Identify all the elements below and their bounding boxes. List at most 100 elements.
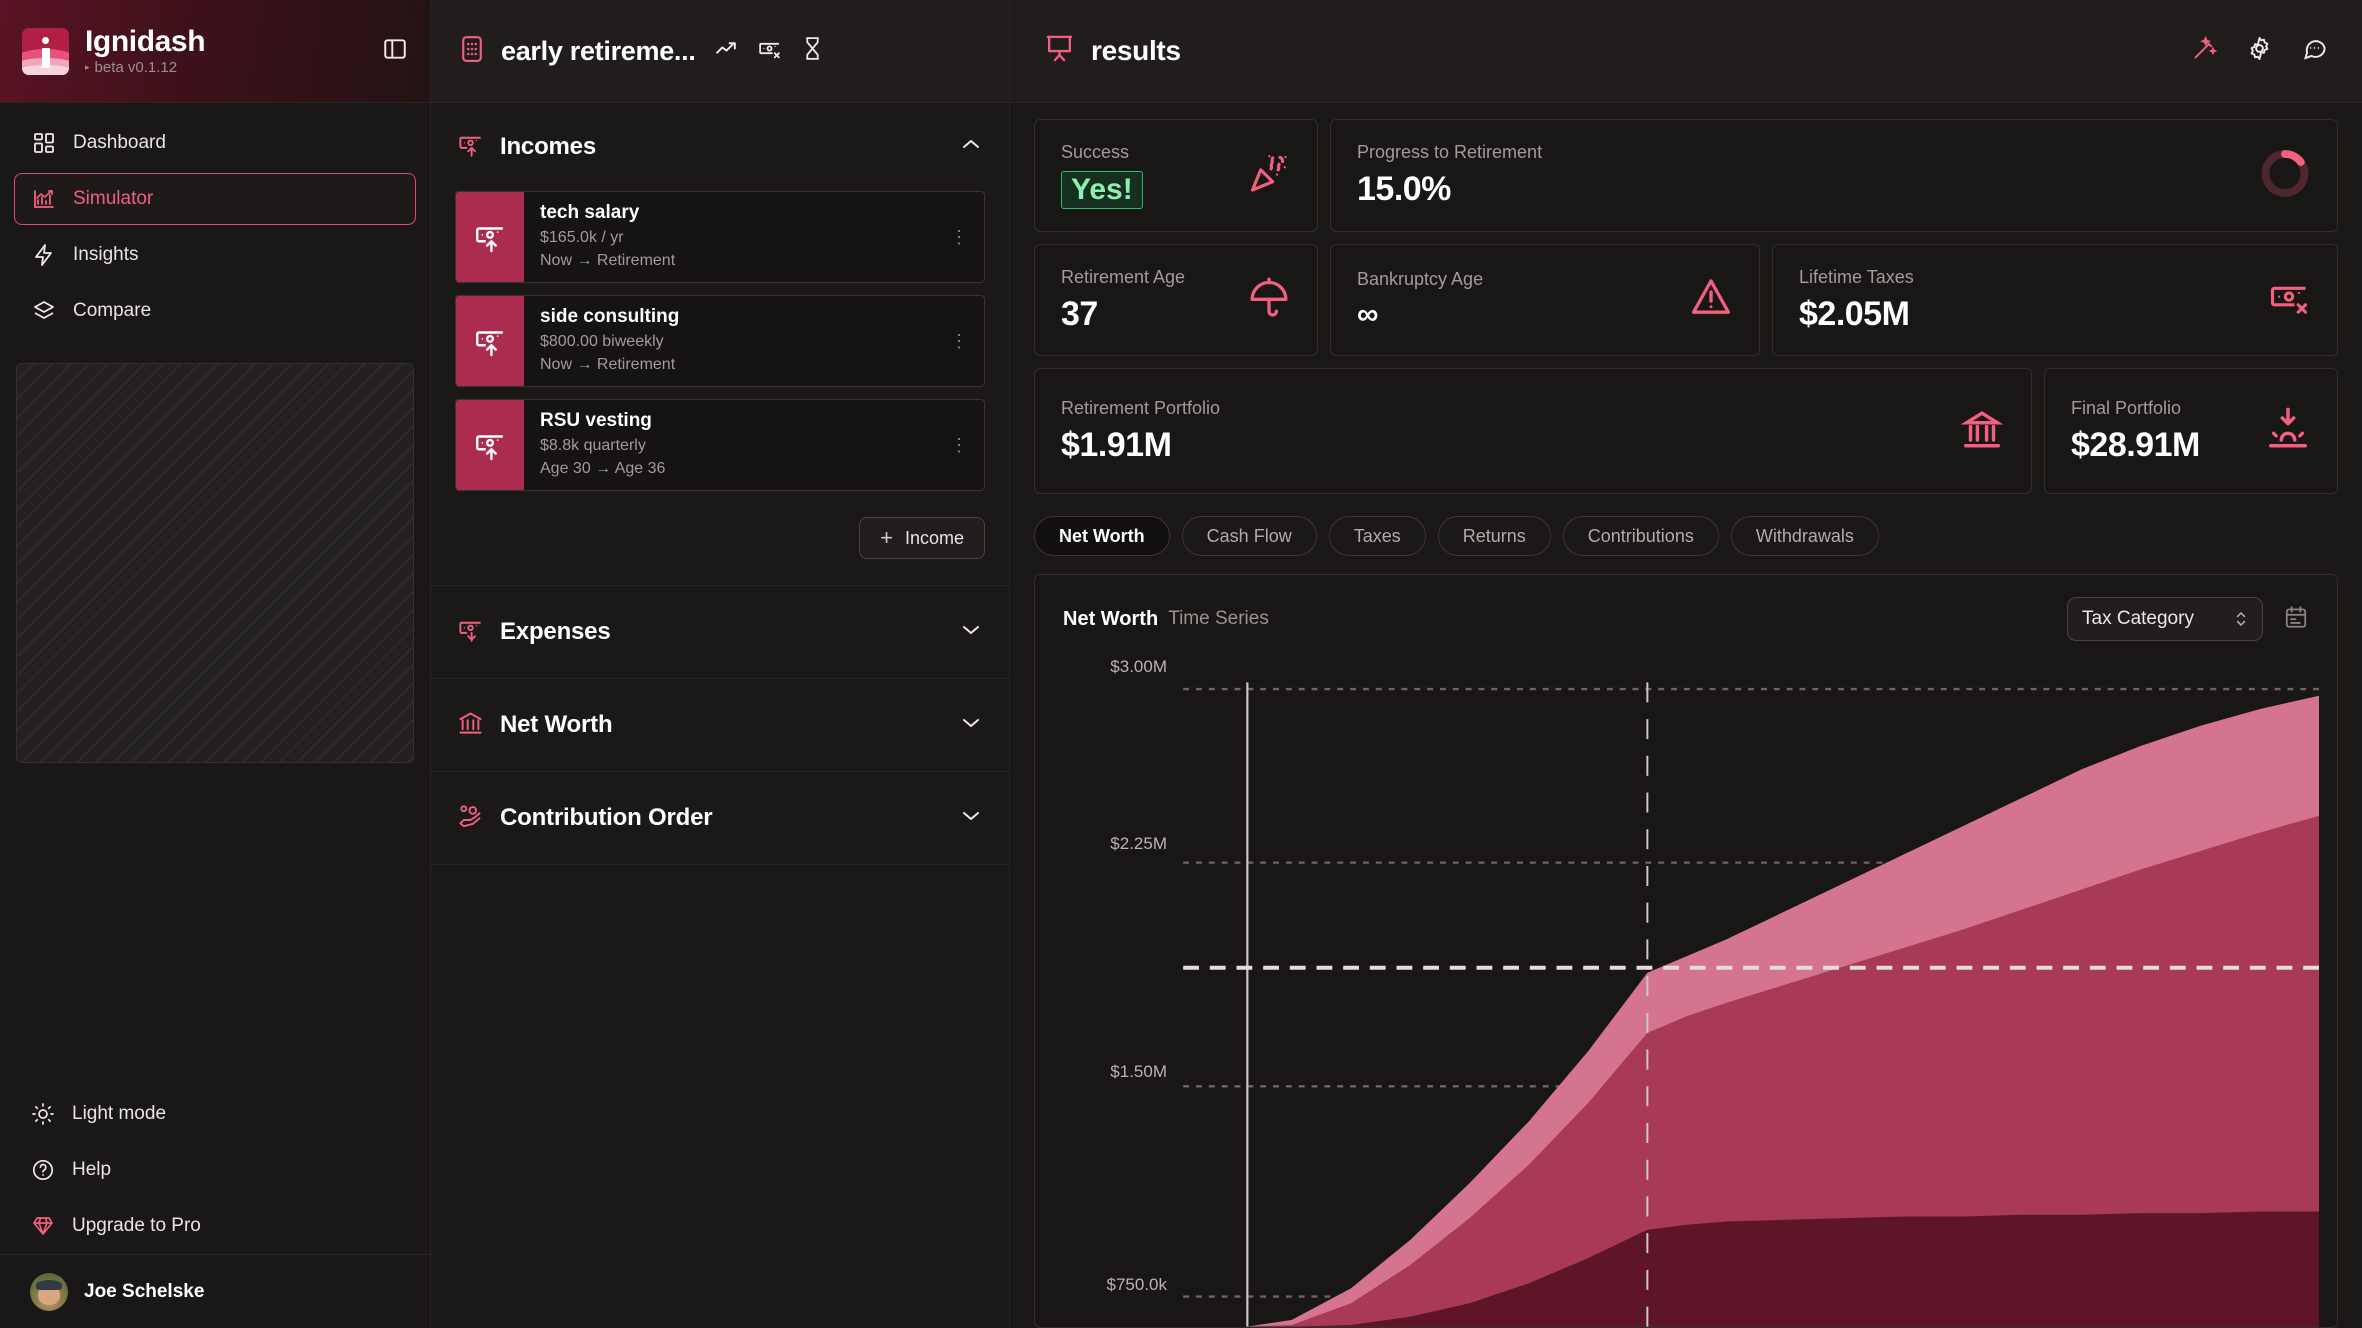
add-income-button[interactable]: + Income	[859, 517, 985, 559]
sidebar-item-compare[interactable]: Compare	[14, 285, 416, 337]
stat-card-bankruptcy-age[interactable]: Bankruptcy Age ∞	[1330, 244, 1760, 357]
bank-icon	[1959, 406, 2005, 457]
tab-net-worth[interactable]: Net Worth	[1034, 516, 1170, 557]
income-range: Now → Retirement	[540, 252, 676, 270]
section-incomes-header[interactable]: Incomes	[431, 103, 1009, 191]
stat-card-lifetime-taxes[interactable]: Lifetime Taxes $2.05M	[1772, 244, 2338, 357]
tab-taxes[interactable]: Taxes	[1328, 516, 1426, 557]
sidebar-bottom-nav: Light mode Help Upgrade to Pro	[0, 1076, 430, 1254]
trending-up-icon[interactable]	[714, 36, 739, 66]
tab-label: Net Worth	[1059, 525, 1145, 546]
stat-value: 15.0%	[1357, 170, 1451, 209]
chevron-down-icon[interactable]	[959, 711, 983, 740]
select-value: Tax Category	[2082, 608, 2194, 630]
sidebar-user-profile[interactable]: Joe Schelske	[0, 1254, 430, 1328]
calendar-icon[interactable]	[2283, 604, 2309, 635]
stat-grid: Success Yes! Progress to Retirement	[1034, 119, 2338, 495]
magic-wand-icon[interactable]	[2191, 35, 2218, 67]
sidebar-item-dashboard[interactable]: Dashboard	[14, 117, 416, 169]
tax-category-select[interactable]: Tax Category	[2067, 597, 2263, 642]
panel-toggle-icon[interactable]	[382, 36, 408, 67]
row-menu-button[interactable]: ⋮	[950, 330, 968, 351]
section-expenses-header[interactable]: Expenses	[431, 586, 1009, 678]
list-item[interactable]: RSU vesting $8.8k quarterly Age 30 → Age…	[455, 399, 985, 491]
band-taxable	[1291, 1211, 2319, 1327]
avatar	[30, 1272, 68, 1311]
progress-ring-icon	[2259, 147, 2311, 204]
tab-label: Contributions	[1587, 525, 1694, 546]
sunset-arrow-icon	[2265, 406, 2311, 457]
money-up-icon	[457, 131, 484, 163]
gear-icon[interactable]	[2246, 35, 2273, 67]
grid-icon	[31, 130, 57, 156]
results-header: results	[1010, 0, 2362, 103]
user-name: Joe Schelske	[84, 1280, 205, 1302]
sidebar-item-simulator[interactable]: Simulator	[14, 173, 416, 225]
stat-card-success[interactable]: Success Yes!	[1034, 119, 1318, 232]
scenario-header: early retireme...	[431, 0, 1009, 103]
layers-icon	[31, 298, 57, 324]
sidebar-item-light-mode[interactable]: Light mode	[14, 1086, 416, 1142]
chevron-down-icon[interactable]	[959, 618, 983, 647]
income-amount: $8.8k quarterly	[540, 437, 646, 455]
section-contribution-order-header[interactable]: Contribution Order	[431, 772, 1009, 864]
section-incomes: Incomes tech salary	[431, 103, 1009, 586]
chart-bars-icon	[31, 186, 57, 212]
money-up-icon	[456, 400, 524, 490]
tab-label: Returns	[1462, 525, 1526, 546]
sidebar-item-label: Help	[72, 1159, 112, 1180]
list-item[interactable]: side consulting $800.00 biweekly Now → R…	[455, 295, 985, 387]
sidebar-placeholder-area	[16, 363, 414, 763]
calculator-icon	[457, 34, 487, 69]
sidebar-nav: Dashboard Simulator Insights	[0, 103, 430, 341]
chart-header: Net Worth Time Series Tax Category	[1035, 575, 2337, 651]
page-title: results	[1091, 35, 1181, 66]
net-worth-area-chart[interactable]: $3.00M $2.25M $1.50M $750.0k	[1035, 651, 2337, 1327]
sidebar-item-label: Dashboard	[73, 132, 166, 153]
tab-returns[interactable]: Returns	[1437, 516, 1551, 557]
money-x-icon[interactable]	[757, 36, 782, 66]
sidebar-item-help[interactable]: Help	[14, 1142, 416, 1198]
stat-card-retirement-age[interactable]: Retirement Age 37	[1034, 244, 1318, 357]
chevron-up-icon[interactable]	[959, 133, 983, 162]
tab-contributions[interactable]: Contributions	[1562, 516, 1719, 557]
row-menu-button[interactable]: ⋮	[950, 226, 968, 247]
brand-name: Ignidash	[85, 24, 206, 58]
stat-card-final-portfolio[interactable]: Final Portfolio $28.91M	[2044, 368, 2338, 495]
stat-value: 37	[1061, 295, 1098, 333]
chat-icon[interactable]	[2301, 35, 2328, 67]
section-net-worth-header[interactable]: Net Worth	[431, 679, 1009, 771]
section-label: Contribution Order	[500, 804, 713, 831]
bolt-icon	[31, 242, 57, 268]
money-up-icon	[456, 296, 524, 386]
sidebar-item-upgrade-to-pro[interactable]: Upgrade to Pro	[14, 1198, 416, 1254]
ignidash-logo-icon	[22, 27, 69, 75]
caret-icon: ▸	[85, 62, 90, 73]
band-tax-deferred	[1247, 816, 2319, 1327]
chevron-down-icon[interactable]	[959, 804, 983, 833]
list-item[interactable]: tech salary $165.0k / yr Now → Retiremen…	[455, 191, 985, 283]
sun-icon	[30, 1101, 56, 1127]
stat-card-progress-to-retirement[interactable]: Progress to Retirement 15.0%	[1330, 119, 2338, 232]
brand-version-label: beta v0.1.12	[94, 59, 178, 77]
chart-svg	[1183, 682, 2319, 1327]
stat-label: Final Portfolio	[2071, 398, 2182, 419]
results-tabs: Net Worth Cash Flow Taxes Returns Contri…	[1034, 516, 2338, 557]
sidebar-item-label: Simulator	[73, 188, 154, 209]
row-menu-button[interactable]: ⋮	[950, 434, 968, 455]
money-down-icon	[457, 616, 484, 648]
income-title: RSU vesting	[540, 410, 652, 432]
stat-label: Retirement Age	[1061, 267, 1186, 287]
stat-card-retirement-portfolio[interactable]: Retirement Portfolio $1.91M	[1034, 368, 2032, 495]
sidebar-item-insights[interactable]: Insights	[14, 229, 416, 281]
tab-cash-flow[interactable]: Cash Flow	[1181, 516, 1317, 557]
tab-withdrawals[interactable]: Withdrawals	[1730, 516, 1879, 557]
diamond-icon	[30, 1213, 56, 1239]
stat-value: ∞	[1357, 298, 1378, 332]
scenario-title: early retireme...	[501, 35, 696, 66]
hourglass-icon[interactable]	[800, 36, 825, 66]
stat-label: Retirement Portfolio	[1061, 398, 1221, 419]
add-income-label: Income	[904, 527, 964, 548]
section-label: Net Worth	[500, 711, 613, 738]
